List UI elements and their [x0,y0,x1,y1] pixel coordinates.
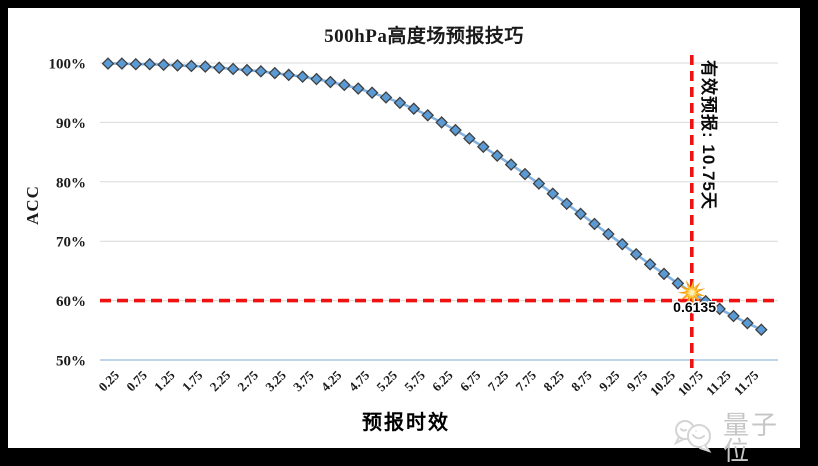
data-point-diamond [212,61,226,75]
data-point-diamond [296,70,309,83]
svg-text:7.75: 7.75 [512,367,539,394]
svg-text:100%: 100% [49,57,87,73]
data-point-diamond [463,132,476,145]
acc-line-chart: 100% 90% 80% 70% 60% 50% 0.25 0.75 1.25 1.75 2.25 2… [49,55,778,399]
y-tick-labels: 100% 90% 80% 70% 60% 50% [49,57,87,370]
chart-title: 500hPa高度场预报技巧 [324,26,524,47]
data-point-diamond [713,302,726,316]
data-point-diamond [143,57,157,71]
data-point-diamond [657,267,671,281]
data-point-diamond [171,59,184,72]
data-point-diamond [754,323,768,337]
data-point-diamond [602,227,615,241]
svg-text:1.25: 1.25 [151,367,178,394]
svg-text:50%: 50% [56,354,86,370]
data-point-diamond [282,68,296,82]
svg-text:10.25: 10.25 [647,367,679,399]
svg-text:7.25: 7.25 [485,367,512,394]
data-point-diamond [615,237,629,251]
data-point-diamond [407,102,421,116]
starburst-marker [677,278,706,307]
svg-text:5.25: 5.25 [373,367,400,394]
data-point-diamond [643,258,657,271]
data-point-diamond [421,108,435,122]
data-point-diamond [435,116,448,129]
data-point-diamond [379,91,393,104]
data-point-diamond [157,58,170,72]
data-point-diamond [546,187,560,200]
svg-text:90%: 90% [56,116,86,132]
data-point-diamond [588,217,601,231]
data-point-diamond [324,75,337,89]
svg-text:3.75: 3.75 [290,367,317,394]
svg-text:2.75: 2.75 [234,367,261,394]
data-point-diamond [741,316,754,330]
svg-text:6.75: 6.75 [457,367,484,394]
svg-text:0.25: 0.25 [95,367,122,394]
svg-text:1.75: 1.75 [179,367,206,394]
data-point-diamond [101,57,115,70]
svg-text:80%: 80% [56,175,86,191]
threshold-lines [100,55,778,368]
acc-series-line [108,62,762,331]
svg-text:8.75: 8.75 [568,367,595,394]
data-point-diamond [518,167,532,181]
svg-text:60%: 60% [56,294,86,310]
svg-text:8.25: 8.25 [540,367,567,394]
data-point-diamond [699,294,713,308]
data-point-diamond [532,177,546,190]
watermark: 量子位 [672,412,800,464]
data-point-diamond [449,123,462,137]
data-point-diamond [198,60,212,73]
chart-panel: 500hPa高度场预报技巧 ACC 100% 90% 80% 70% 60% 50% 0.2… [8,8,800,464]
chat-bubbles-icon [672,418,716,459]
svg-text:6.25: 6.25 [429,367,456,394]
svg-text:有效预报: 10.75天: 有效预报: 10.75天 [699,60,719,210]
data-point-diamond [574,207,587,221]
data-point-diamond [490,149,504,162]
svg-text:9.25: 9.25 [596,367,623,394]
svg-text:0.6135: 0.6135 [673,299,716,315]
svg-text:5.75: 5.75 [401,367,428,394]
svg-text:2.25: 2.25 [207,367,234,394]
x-tick-labels: 0.25 0.75 1.25 1.75 2.25 2.75 3.25 3.75 4.25 4.75… [95,367,761,399]
data-point-diamond [268,66,282,80]
data-point-diamond [310,72,323,86]
effective-forecast-label: 有效预报: 10.75天 [699,60,719,210]
data-point-diamond [393,96,407,110]
svg-text:3.25: 3.25 [262,367,289,394]
data-point-diamond [226,62,240,76]
data-point-diamond [129,57,143,71]
svg-text:4.75: 4.75 [346,367,373,394]
data-point-diamond [337,78,351,92]
data-point-diamond [504,158,518,171]
data-point-diamond [727,309,740,323]
svg-text:9.75: 9.75 [624,367,651,394]
watermark-text: 量子位 [723,410,780,466]
data-point-diamond [351,82,365,95]
data-point-diamond [560,197,574,211]
data-point-diamond [240,63,254,77]
x-axis-title: 预报时效 [362,412,450,434]
data-point-diamond [476,140,490,154]
acc-value-label: 0.6135 [672,298,718,317]
svg-text:0.75: 0.75 [123,367,150,394]
svg-text:4.25: 4.25 [318,367,345,394]
data-point-diamond [365,86,379,100]
data-point-diamond [629,247,643,261]
data-point-diamond [671,277,685,290]
svg-text:10.75: 10.75 [675,367,707,399]
svg-text:11.75: 11.75 [731,367,762,398]
svg-text:11.25: 11.25 [703,367,734,398]
data-point-diamond [185,59,198,73]
data-point-diamond [254,64,268,78]
svg-text:70%: 70% [56,235,86,251]
gridlines [100,62,778,361]
acc-series-markers [101,57,768,337]
data-point-diamond [115,57,129,70]
